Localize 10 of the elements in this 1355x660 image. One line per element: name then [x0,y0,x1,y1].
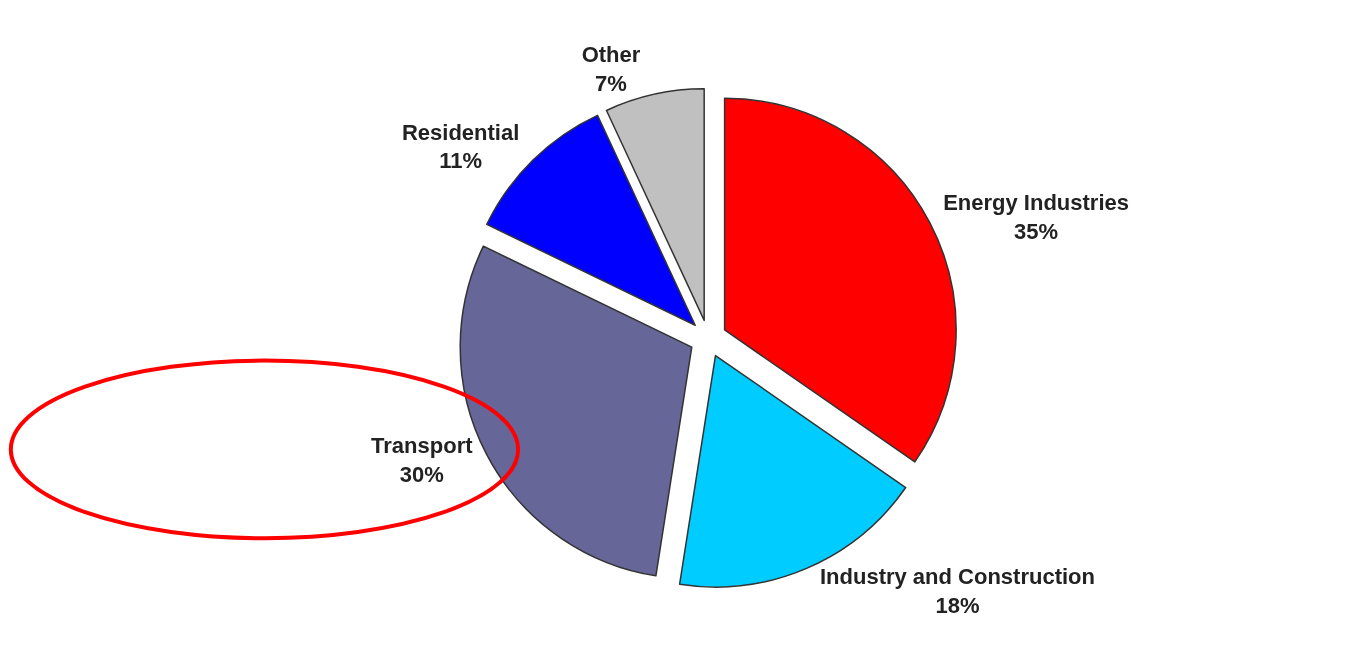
slice-label: Other [581,41,641,67]
slice-label: Residential [401,119,520,145]
data-label: 30% [399,462,444,488]
data-label: 11% [439,148,483,174]
slice-label: Transport [371,433,474,459]
data-label: 18% [935,592,980,618]
data-label: 7% [595,70,627,96]
slice-label: Industry and Construction [819,564,1095,590]
data-label: 35% [1014,218,1059,244]
slice-label: Energy Industries [943,189,1129,215]
